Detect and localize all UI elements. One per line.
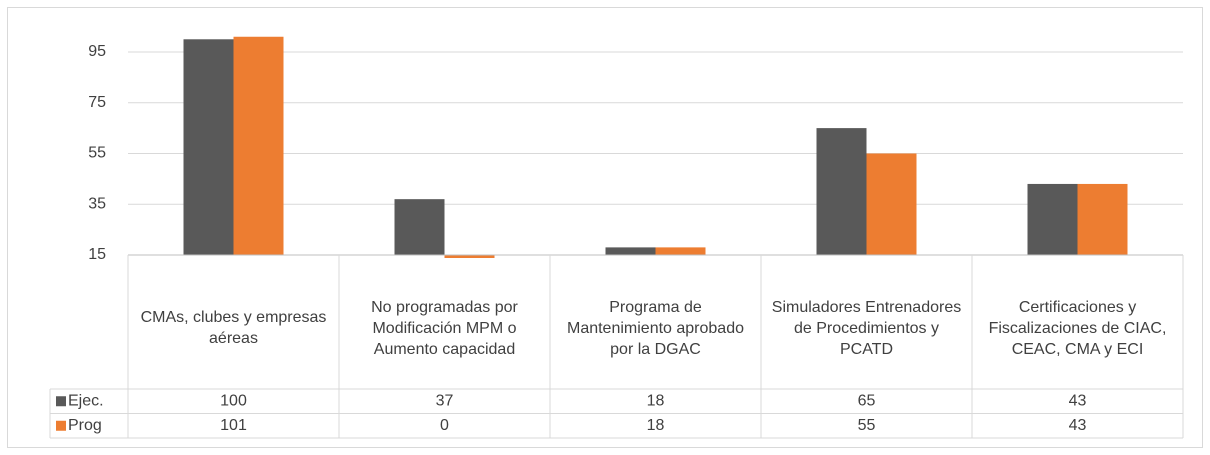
table-value: 18 <box>647 417 665 434</box>
x-tick-label: No programadas por Modificación MPM o Au… <box>371 298 518 358</box>
bar <box>444 255 495 258</box>
bar <box>183 39 234 256</box>
table-value: 18 <box>647 392 665 409</box>
legend-label: Prog <box>68 417 102 434</box>
y-tick-label: 35 <box>88 195 106 212</box>
bar <box>1077 183 1128 255</box>
legend-swatch <box>56 420 66 431</box>
x-tick-label: Certificaciones y Fiscalizaciones de CIA… <box>988 298 1167 358</box>
y-tick-label: 55 <box>88 145 106 162</box>
plot-bars <box>183 36 1128 258</box>
table-value: 100 <box>220 392 247 409</box>
bar <box>1027 183 1078 255</box>
legend-label: Ejec. <box>68 392 104 409</box>
legend-swatch <box>56 396 66 407</box>
bar <box>866 153 917 255</box>
y-tick-label: 75 <box>88 94 106 111</box>
x-tick-label: Simuladores Entrenadores de Procedimient… <box>771 298 962 358</box>
bar <box>655 247 706 255</box>
x-tick-label: CMAs, clubes y empresas aéreas <box>140 309 327 347</box>
bar <box>605 247 656 255</box>
table-value: 37 <box>436 392 454 409</box>
y-tick-label: 15 <box>88 246 106 263</box>
table-value: 43 <box>1069 392 1087 409</box>
table-value: 101 <box>220 417 247 434</box>
bar <box>233 36 284 255</box>
table-value: 0 <box>440 417 449 434</box>
y-tick-label: 95 <box>88 43 106 60</box>
table-value: 55 <box>858 417 876 434</box>
bar <box>394 199 445 255</box>
table-value: 65 <box>858 392 876 409</box>
bar <box>816 128 867 255</box>
x-tick-label: Programa de Mantenimiento aprobado por l… <box>566 298 744 358</box>
table-value: 43 <box>1069 417 1087 434</box>
